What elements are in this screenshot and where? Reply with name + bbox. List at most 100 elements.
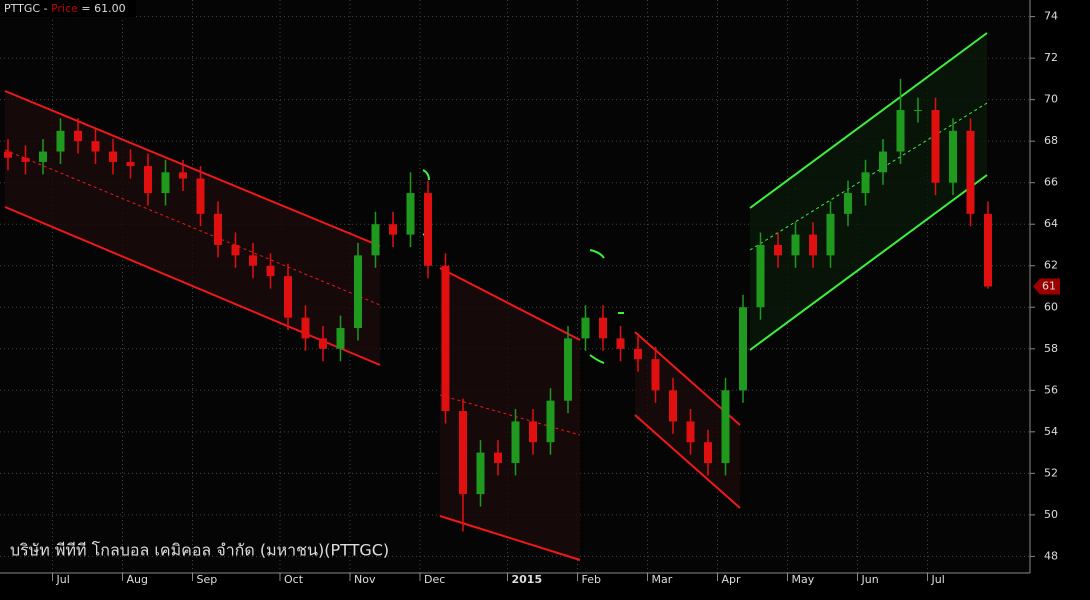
candle-body (126, 161, 135, 167)
y-tick-label: 72 (1044, 51, 1058, 64)
y-tick-label: 48 (1044, 549, 1058, 562)
candle-body (774, 244, 782, 256)
x-tick-label: Dec (424, 573, 445, 586)
candle-body (704, 442, 712, 463)
candle-body (879, 151, 887, 173)
candle-body (389, 224, 397, 235)
candle-body (511, 421, 520, 463)
candles (4, 78, 992, 532)
candle-body (109, 151, 117, 162)
candle-body (791, 234, 800, 256)
candle-body (91, 141, 100, 152)
y-tick-label: 64 (1044, 217, 1058, 230)
y-tick-label: 52 (1044, 466, 1058, 479)
candle-body (914, 110, 922, 112)
candle-body (686, 421, 695, 443)
y-tick-label: 70 (1044, 93, 1058, 106)
candle-body (949, 130, 957, 183)
candle-body (336, 328, 345, 349)
candle-body (529, 421, 537, 443)
candle-body (494, 452, 502, 463)
candle-body (721, 390, 730, 463)
price-text: = 61.00 (81, 2, 125, 15)
y-tick-label: 54 (1044, 425, 1058, 438)
candle-body (546, 400, 555, 443)
candle-body (4, 151, 12, 158)
candle-body (56, 130, 65, 152)
candle-body (564, 338, 572, 401)
channel-line (4, 206, 381, 366)
channel-fill (635, 332, 740, 508)
y-tick-label: 68 (1044, 134, 1058, 147)
candle-body (616, 338, 625, 349)
candle-body (284, 276, 292, 318)
candle-body (844, 193, 852, 214)
x-tick-label: Apr (722, 573, 742, 586)
channel-line (634, 414, 741, 509)
candle-body (74, 130, 82, 142)
x-tick-label: Mar (652, 573, 673, 586)
candle-body (249, 255, 257, 266)
x-tick-label: Jul (931, 573, 945, 586)
candle-body (931, 110, 940, 183)
candle-body (634, 348, 642, 360)
y-tick-label: 66 (1044, 176, 1058, 189)
candle-body (984, 213, 992, 287)
candle-body (476, 452, 485, 495)
x-tick-label: May (792, 573, 815, 586)
y-tick-label: 50 (1044, 508, 1058, 521)
candle-body (39, 151, 47, 162)
candle-body (966, 130, 975, 214)
price-label: Price (51, 2, 78, 15)
y-tick-label: 62 (1044, 259, 1058, 272)
candle-body (179, 172, 187, 179)
channel-line (749, 32, 988, 209)
last-price-label: 61 (1042, 280, 1056, 293)
company-name: บริษัท พีทีที โกลบอล เคมิคอล จำกัด (มหาช… (10, 541, 389, 560)
y-tick-label: 58 (1044, 342, 1058, 355)
candle-body (826, 213, 835, 256)
x-tick-label: Jul (56, 573, 70, 586)
x-tick-label: Feb (582, 573, 601, 586)
channel-line (749, 174, 988, 351)
y-tick-label: 60 (1044, 300, 1058, 313)
candle-body (756, 244, 765, 308)
candle-body (739, 307, 747, 391)
candle-body (319, 338, 327, 349)
header: PTTGC - Price = 61.00 (4, 2, 126, 15)
candle-body (21, 157, 30, 162)
candle-body (599, 317, 607, 339)
x-tick-label: Aug (127, 573, 148, 586)
x-tick-label: 2015 (512, 573, 543, 586)
candle-body (896, 110, 905, 152)
y-tick-label: 74 (1044, 10, 1058, 23)
candle-body (231, 244, 240, 256)
header-box (0, 0, 136, 17)
candle-body (459, 411, 467, 495)
x-tick-label: Nov (354, 573, 376, 586)
channel-mid (4, 149, 381, 306)
candle-body (424, 193, 432, 266)
candle-body (354, 255, 362, 329)
channel-line (439, 267, 581, 341)
candle-body (214, 213, 222, 245)
candle-body (581, 317, 590, 339)
candle-body (861, 172, 870, 194)
channel-line (4, 90, 381, 247)
x-tick-label: Jun (861, 573, 879, 586)
candle-body (406, 193, 415, 235)
candle-body (196, 178, 205, 214)
channel-fill (440, 268, 580, 560)
candle-body (144, 166, 152, 194)
candle-body (371, 224, 380, 256)
last-price-tag (1033, 278, 1060, 295)
x-tick-label: Oct (284, 573, 304, 586)
candle-body (301, 317, 310, 339)
x-tick-label: Sep (197, 573, 218, 586)
candle-body (651, 359, 660, 391)
candle-body (266, 265, 275, 277)
symbol: PTTGC - (4, 2, 48, 15)
candle-body (669, 390, 677, 422)
candle-body (809, 234, 817, 256)
